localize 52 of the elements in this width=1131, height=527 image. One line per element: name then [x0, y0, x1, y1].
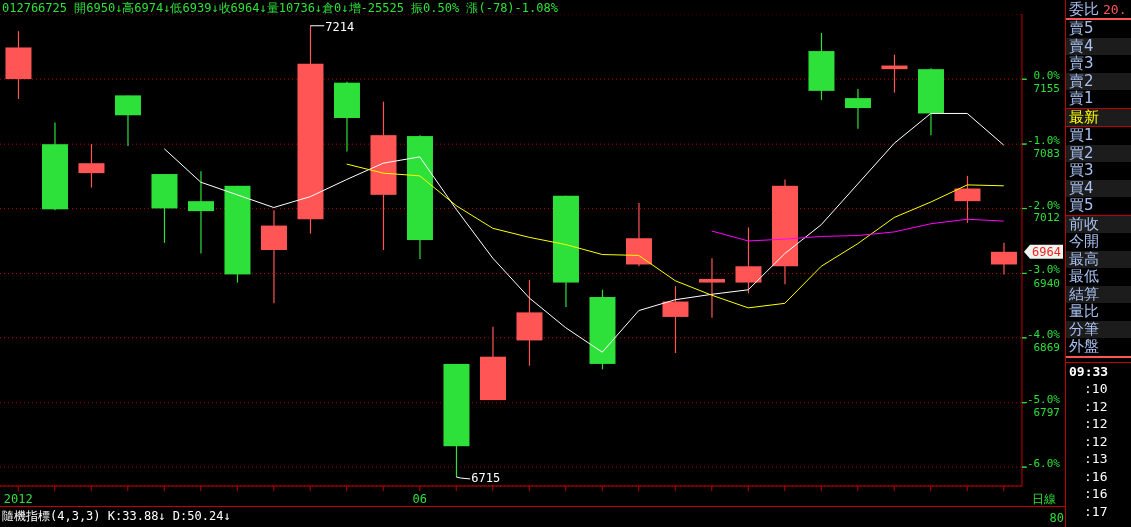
- y2-tick-label: -2.0%: [1026, 198, 1061, 212]
- text: 80: [1048, 511, 1064, 525]
- x-tick-label: 2012: [3, 492, 33, 506]
- text: :17: [1083, 502, 1109, 520]
- text: 買5: [1066, 196, 1131, 216]
- chart-title: 012766725 開6950↓高6974↓低6939↓收6964↓量10736↓倉0↓增-25525 振0.50% 漲(-78)-1.08%: [2, 0, 558, 17]
- text: :10: [1083, 380, 1109, 398]
- text: 09:33: [1068, 362, 1110, 380]
- y-tick-label: 6797: [1033, 405, 1060, 419]
- text: :16: [1083, 467, 1109, 485]
- y-tick-label: 6869: [1033, 340, 1060, 354]
- text: 委比: [1069, 0, 1099, 19]
- text: 賣2: [1066, 71, 1131, 90]
- text: 買1: [1068, 126, 1095, 145]
- y2-tick-label: -5.0%: [1026, 392, 1061, 406]
- y2-tick-label: -3.0%: [1026, 263, 1061, 277]
- text: 買4: [1066, 178, 1131, 197]
- text: 結算: [1066, 284, 1131, 303]
- y2-tick-label: -1.0%: [1026, 133, 1061, 147]
- text: 買3: [1068, 161, 1095, 180]
- text: 賣5: [1068, 19, 1095, 38]
- text: 隨機指標(4,3,3) K:33.88↓ D:50.24↓: [2, 508, 231, 525]
- text: 20.: [1103, 1, 1127, 17]
- annotation: 6715: [471, 470, 501, 485]
- annotation: 7214: [325, 19, 355, 34]
- y2-tick-label: 0.0%: [1033, 69, 1061, 83]
- text: 日線: [1024, 492, 1064, 506]
- text: 賣3: [1068, 54, 1095, 73]
- text: 今開: [1068, 232, 1100, 251]
- text: 分筆: [1066, 319, 1131, 338]
- text: 量比: [1068, 302, 1100, 321]
- y-tick-label: 6940: [1033, 276, 1060, 290]
- text: :12: [1083, 432, 1109, 450]
- text: :16: [1083, 485, 1109, 503]
- y-tick-label: 7155: [1033, 82, 1060, 96]
- text: 6964: [1032, 244, 1061, 259]
- text: 買2: [1066, 143, 1131, 162]
- text: 賣4: [1066, 36, 1131, 55]
- text: :12: [1083, 415, 1109, 433]
- text: :12: [1083, 397, 1109, 415]
- x-tick-label: 06: [412, 492, 427, 506]
- text: 前收: [1066, 214, 1131, 233]
- y-tick-label: 7083: [1033, 147, 1060, 161]
- y2-tick-label: -6.0%: [1026, 457, 1061, 471]
- text: 最新: [1066, 107, 1131, 127]
- y2-tick-label: -4.0%: [1026, 327, 1061, 341]
- text: 賣1: [1066, 89, 1131, 109]
- text: 最低: [1068, 267, 1100, 286]
- text: 最高: [1066, 249, 1131, 268]
- y-tick-label: 7012: [1033, 211, 1060, 225]
- text: 外盤: [1066, 337, 1131, 358]
- text: :13: [1083, 450, 1109, 468]
